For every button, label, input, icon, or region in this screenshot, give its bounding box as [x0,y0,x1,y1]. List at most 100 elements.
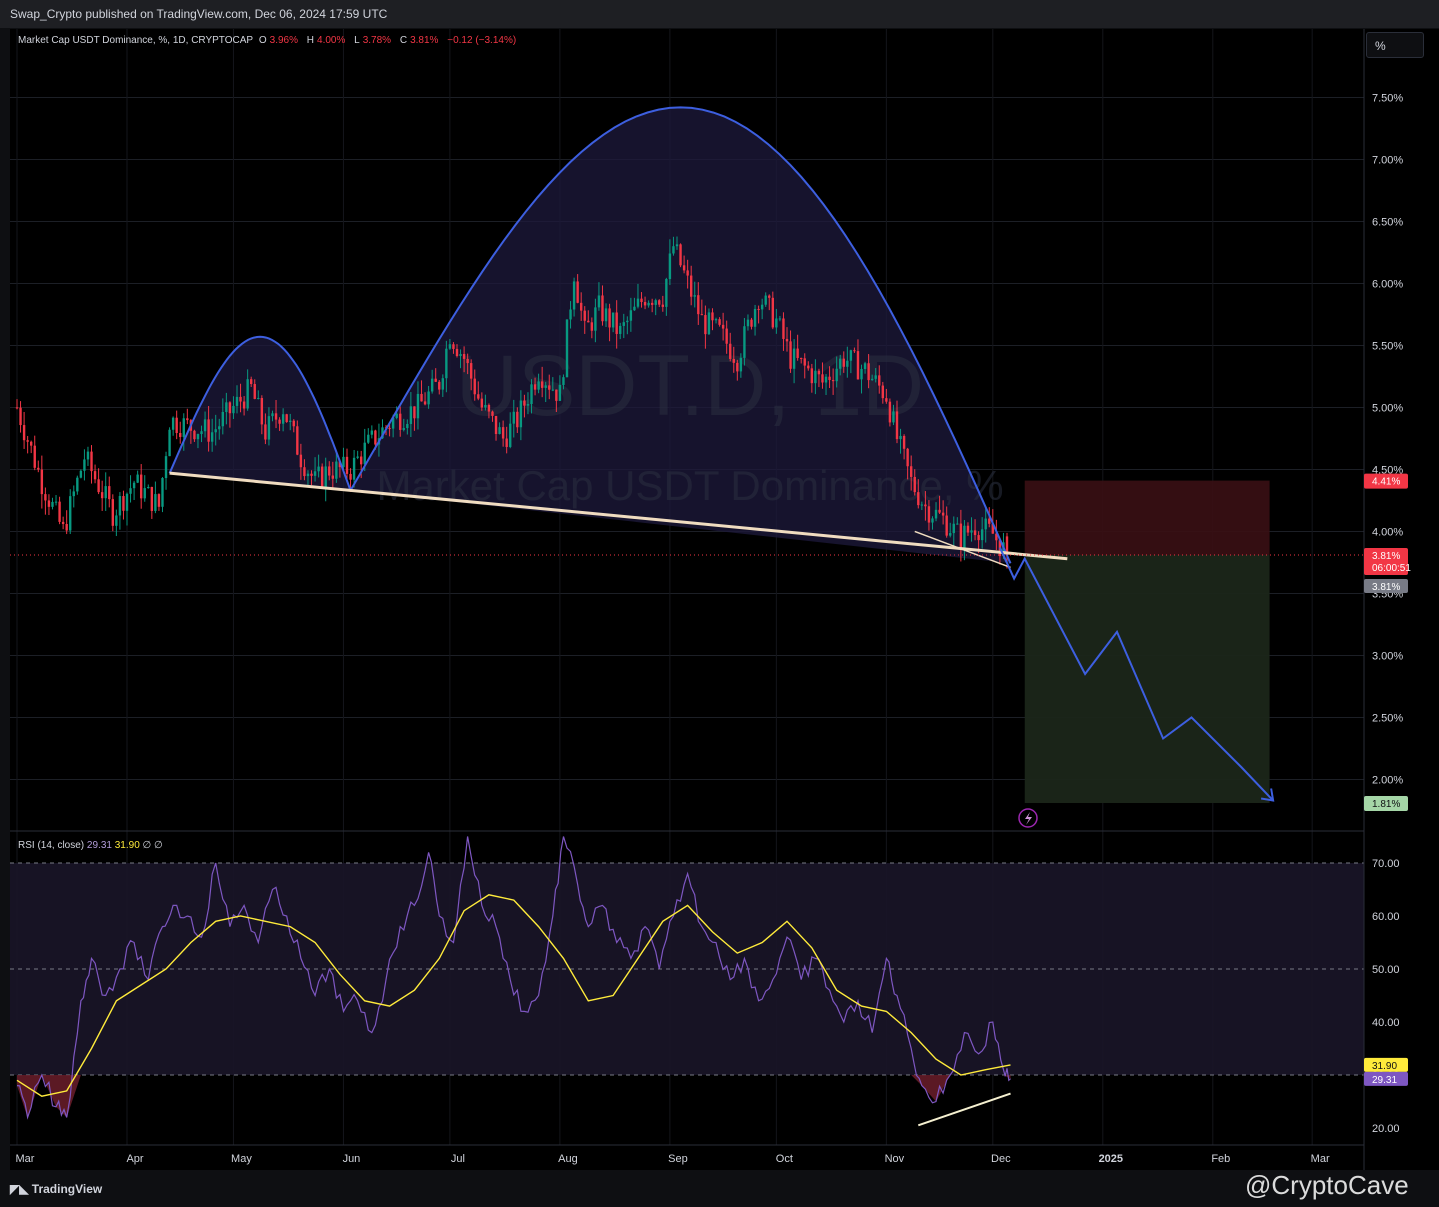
candle-body [973,530,977,536]
price-axis[interactable] [1364,29,1439,1170]
candle-body [207,419,210,442]
publish-text: Swap_Crypto published on TradingView.com… [10,7,388,21]
candle-body [988,518,991,524]
candle-body [232,405,235,414]
candle-body [310,473,313,476]
candle-body [835,368,838,382]
candle-body [661,304,665,307]
candle-body [768,295,771,298]
candle-body [218,426,221,430]
price-tick-label: 2.50% [1372,712,1403,724]
candle-body [342,456,345,468]
price-tick-label: 7.00% [1372,154,1403,166]
rsi-value-tag-text: 29.31 [1372,1075,1397,1086]
candle-body [555,389,558,401]
candle-body [984,518,987,530]
candle-body [505,438,508,447]
candle-body [139,474,143,499]
candle-body [257,398,260,400]
candle-body [441,378,445,390]
time-tick-label: May [231,1153,252,1165]
candle-body [672,246,675,254]
candle-body [455,348,459,357]
candle-body [292,420,295,427]
target-price-tag [1364,796,1408,811]
rsi-ma-tag [1364,1057,1408,1072]
candle-body [466,358,469,364]
candle-body [565,319,569,378]
candle-body [963,525,966,549]
candle-body [608,308,611,328]
watermark-name: Market Cap USDT Dominance, % [376,462,1003,509]
candle-body [945,515,948,536]
candle-body [753,308,757,327]
candle-body [590,322,594,331]
candle-body [480,398,484,408]
candle-body [335,461,338,479]
candle-body [934,509,938,519]
candle-body [79,470,83,478]
candle-body [594,307,597,331]
candle-body [47,500,51,507]
candle-body [551,389,555,391]
candle-body [807,365,810,369]
candle-body [658,300,661,305]
candle-body [154,494,157,511]
candle-body [239,396,242,402]
price-tick-label: 7.50% [1372,92,1403,104]
candle-body [72,491,75,497]
candle-body [597,295,601,308]
rsi-tick-label: 40.00 [1372,1017,1400,1029]
candle-body [289,420,292,422]
candle-body [171,417,175,430]
candle-body [665,279,668,307]
candle-body [931,518,934,523]
candle-body [679,244,682,266]
time-tick-label: Mar [1311,1153,1330,1165]
candle-body [764,295,767,305]
candle-body [647,302,650,306]
candle-body [817,370,821,375]
candle-body [831,380,835,382]
candle-body [895,411,899,440]
time-tick-label: Jun [343,1153,361,1165]
candle-body [186,418,189,421]
candle-body [260,398,264,425]
price-tick-label: 6.50% [1372,216,1403,228]
price-tick-label: 3.00% [1372,650,1403,662]
time-tick-label: Oct [776,1153,793,1165]
candle-body [359,456,363,465]
tv-logo-icon: ◤◣ [10,1182,32,1196]
candle-body [913,476,916,493]
candle-body [828,376,831,381]
legend-c-label: C [399,35,408,46]
candle-body [668,253,672,280]
candle-body [395,413,398,418]
price-tick-label: 2.00% [1372,774,1403,786]
candle-body [583,310,586,321]
candle-body [129,488,132,494]
candle-body [182,418,185,437]
rsi-legend: RSI (14, close) 29.31 31.90 ∅ ∅ [18,840,163,851]
candle-body [37,467,40,470]
legend-l-value: 3.78% [362,35,392,46]
candle-body [328,466,331,476]
candle-body [739,357,743,372]
candle-body [498,427,501,435]
lightning-icon[interactable] [1018,808,1038,828]
candle-body [789,341,792,369]
candle-body [374,430,377,445]
candle-body [200,431,203,435]
candle-body [459,354,462,357]
candle-body [995,533,998,541]
percent-scale-button[interactable]: % [1366,32,1424,58]
candle-body [388,427,391,429]
candle-body [856,351,860,380]
candle-body [274,413,278,420]
rsi-ma-tag-text: 31.90 [1372,1061,1397,1072]
candle-body [430,378,434,392]
tradingview-logo[interactable]: ◤◣ TradingView [10,1182,102,1196]
candle-body [842,358,845,367]
candle-body [885,398,888,402]
